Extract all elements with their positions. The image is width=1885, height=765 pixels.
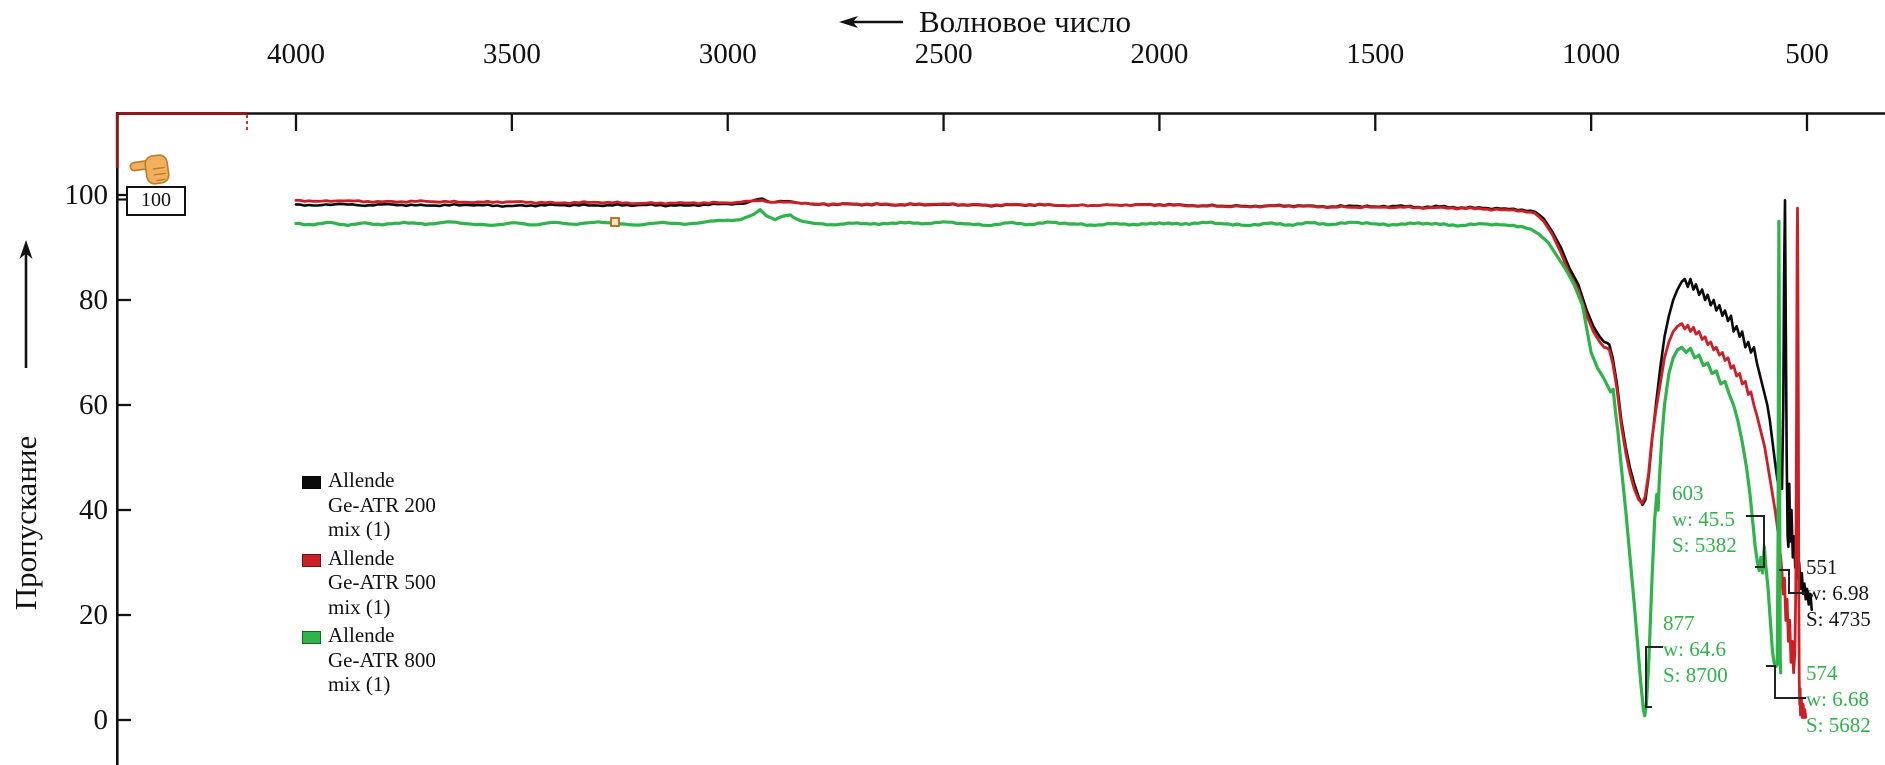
x-tick-label: 2500 bbox=[914, 38, 973, 70]
annotation-line: S: 8700 bbox=[1663, 663, 1728, 687]
annotation-connector-877 bbox=[1645, 646, 1663, 708]
annotation-connector-574 bbox=[1766, 665, 1806, 699]
left-arrow-icon bbox=[838, 16, 903, 28]
legend-item-ge-atr-800: Allende Ge-ATR 800 mix (1) bbox=[300, 623, 436, 697]
annotation-line: S: 4735 bbox=[1806, 607, 1871, 631]
x-tick-label: 3000 bbox=[698, 38, 757, 70]
spectrum-curve-ge-atr-500 bbox=[294, 198, 1808, 719]
up-arrow-head bbox=[19, 240, 33, 259]
legend-label-line: Allende bbox=[328, 623, 395, 647]
annotation-line: w: 64.6 bbox=[1663, 637, 1726, 661]
x-tick-label: 4000 bbox=[267, 38, 325, 70]
x-axis-title: Волновое число bbox=[918, 4, 1132, 39]
legend-label-line: Allende bbox=[328, 468, 395, 492]
annotation-line: w: 6.98 bbox=[1806, 581, 1869, 605]
annotation-line: S: 5382 bbox=[1672, 533, 1737, 557]
y-tick-label: 20 bbox=[79, 599, 108, 631]
peak-annotation-603: 603 w: 45.5 S: 5382 bbox=[1672, 480, 1737, 558]
legend-label-line: Ge-ATR 800 bbox=[328, 647, 436, 672]
legend: Allende Ge-ATR 200 mix (1) Allende Ge-ATR 50… bbox=[300, 468, 436, 701]
spectrum-curve-ge-atr-200 bbox=[294, 197, 1813, 612]
y-tick-label: 0 bbox=[93, 704, 109, 736]
cursor-value-box[interactable]: 100 bbox=[126, 186, 186, 216]
legend-item-ge-atr-500: Allende Ge-ATR 500 mix (1) bbox=[300, 546, 436, 620]
square-marker-icon bbox=[610, 217, 620, 227]
x-tick-label: 1000 bbox=[1562, 38, 1621, 70]
legend-item-ge-atr-200: Allende Ge-ATR 200 mix (1) bbox=[300, 468, 436, 542]
x-tick-label: 3500 bbox=[482, 38, 541, 70]
y-tick-label: 40 bbox=[79, 494, 108, 526]
legend-label: Allende Ge-ATR 200 mix (1) bbox=[328, 468, 436, 542]
annotation-line: S: 5682 bbox=[1806, 713, 1871, 737]
annotation-line: 603 bbox=[1672, 481, 1704, 505]
legend-label-line: Allende bbox=[328, 545, 395, 570]
peak-annotation-551: 551 w: 6.98 S: 4735 bbox=[1806, 554, 1871, 632]
y-tick-label: 60 bbox=[79, 389, 108, 421]
y-tick-label: 100 bbox=[64, 179, 109, 211]
legend-label: Allende Ge-ATR 800 mix (1) bbox=[328, 623, 436, 697]
annotation-line: 551 bbox=[1806, 555, 1838, 579]
legend-marker-icon bbox=[302, 476, 321, 489]
peak-annotation-877: 877 w: 64.6 S: 8700 bbox=[1663, 610, 1728, 688]
legend-label-line: mix (1) bbox=[328, 672, 391, 696]
legend-label-line: mix (1) bbox=[328, 517, 391, 541]
annotation-connector-603 bbox=[1746, 515, 1765, 568]
x-axis-title-row: Волновое число bbox=[838, 4, 1132, 40]
annotation-line: 877 bbox=[1663, 611, 1695, 635]
spectrum-curve-ge-atr-800 bbox=[294, 208, 1783, 718]
legend-label-line: Ge-ATR 200 bbox=[328, 492, 436, 517]
annotation-line: w: 45.5 bbox=[1672, 507, 1735, 531]
y-tick-label: 80 bbox=[79, 284, 108, 316]
hand-pointer-icon bbox=[129, 154, 170, 185]
peak-annotation-574: 574 w: 6.68 S: 5682 bbox=[1806, 660, 1871, 738]
x-tick-label: 2000 bbox=[1130, 38, 1189, 70]
legend-marker-icon bbox=[302, 631, 321, 644]
x-tick-label: 1500 bbox=[1346, 38, 1405, 70]
x-tick-label: 500 bbox=[1785, 38, 1829, 70]
annotation-line: 574 bbox=[1806, 661, 1838, 685]
legend-label-line: mix (1) bbox=[328, 594, 391, 619]
legend-label-line: Ge-ATR 500 bbox=[328, 570, 436, 594]
annotation-connector-551 bbox=[1779, 569, 1805, 594]
legend-marker-icon bbox=[302, 553, 321, 567]
legend-label: Allende Ge-ATR 500 mix (1) bbox=[328, 546, 436, 620]
annotation-line: w: 6.68 bbox=[1806, 687, 1869, 711]
